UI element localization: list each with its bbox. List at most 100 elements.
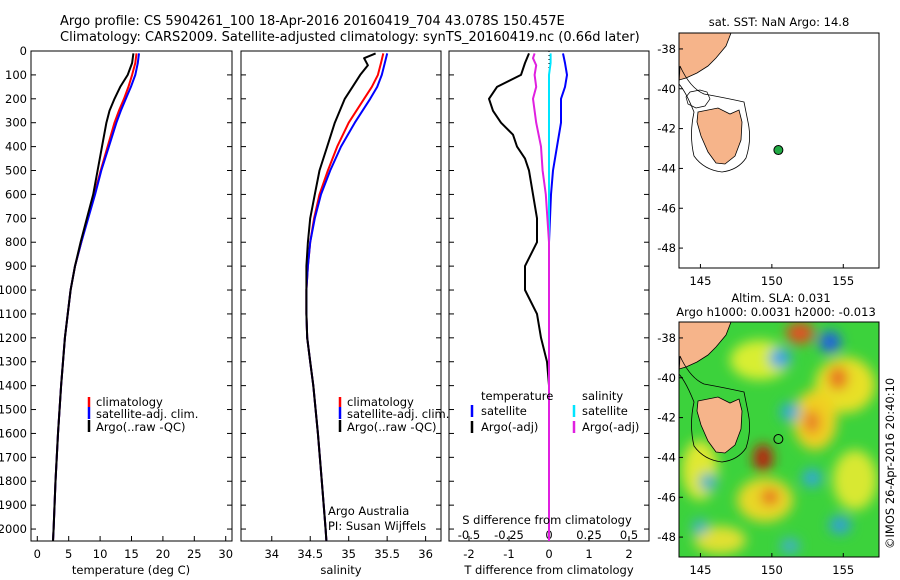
salinity-legend: climatology satellite-adj. clim. Argo(..…: [338, 395, 449, 434]
pi-label: PI: Susan Wijffels: [328, 519, 426, 533]
xtick-label: 34.5: [297, 547, 323, 561]
temperature-legend: climatology satellite-adj. clim. Argo(..…: [87, 395, 198, 434]
lat-tick-label: -40: [657, 371, 676, 385]
legend-satellite-label: satellite-adj. clim.: [96, 407, 198, 421]
lat-tick-label: -46: [657, 490, 676, 504]
isobath-contour: [679, 355, 750, 463]
depth-tick-label: 1100: [0, 307, 27, 321]
legend-satellite-label: satellite-adj. clim.: [347, 407, 449, 421]
legend-salinity-header: salinity: [582, 389, 623, 403]
difference-ytick-marks: [449, 50, 649, 530]
lon-tick-label: 145: [689, 274, 711, 288]
figure-title-line1: Argo profile: CS 5904261_100 18-Apr-2016…: [60, 14, 565, 29]
sla-map: Altim. SLA: 0.031 Argo h1000: 0.0031 h20…: [657, 291, 880, 577]
legend-argo-label: Argo(..raw -QC): [96, 420, 186, 434]
lon-tick-label: 155: [832, 563, 854, 577]
lat-tick-label: -48: [657, 241, 676, 255]
sla-map-content: [679, 322, 879, 557]
depth-tick-label: 900: [5, 259, 27, 273]
xtick-label: 35.5: [374, 547, 400, 561]
depth-tick-label: 1400: [0, 379, 27, 393]
lat-tick-label: -38: [657, 331, 676, 345]
lon-tick-label: 145: [689, 563, 711, 577]
xtick-label: 35: [341, 547, 356, 561]
legend-t-satellite-label: satellite: [481, 404, 527, 418]
depth-tick-label: 1200: [0, 331, 27, 345]
salinity-xticks: 34 34.5 35 35.5 36: [264, 536, 433, 561]
depth-tick-label: 1000: [0, 283, 27, 297]
series-line: [548, 53, 552, 541]
salinity-xlabel: salinity: [320, 563, 361, 577]
sst-map: sat. SST: NaN Argo: 14.8 145 150 155 -38 -40…: [657, 15, 880, 288]
lat-tick-label: -48: [657, 530, 676, 544]
lat-tick-label: -44: [657, 450, 676, 464]
legend-s-satellite-label: satellite: [582, 404, 628, 418]
xtick-label: -2: [463, 547, 474, 561]
salinity-panel: 34 34.5 35 35.5 36 salinity climatology sate…: [240, 50, 449, 577]
temperature-xticks: 0 5 10 15 20 25 30: [34, 536, 233, 561]
xtick-label: 5: [65, 547, 72, 561]
lat-tick-label: -44: [657, 161, 676, 175]
depth-tick-label: 0: [20, 44, 27, 58]
legend-t-argo-label: Argo(-adj): [481, 420, 538, 434]
sla-map-frame: [678, 321, 880, 558]
depth-tick-label: 1500: [0, 403, 27, 417]
sla-anomaly-field: [682, 322, 877, 554]
temperature-lines: [52, 53, 140, 541]
lat-tick-label: -42: [657, 411, 676, 425]
sst-map-frame: [678, 32, 880, 269]
series-line: [52, 53, 138, 541]
depth-yticks: 0 100 200 300 400 500 600 700 800 900 1000 1100 1200…: [0, 44, 232, 536]
series-line: [532, 53, 550, 541]
sst-map-content: [679, 33, 750, 173]
xtick-label: 34: [264, 547, 279, 561]
figure-title-line2: Climatology: CARS2009. Satellite-adjuste…: [60, 30, 640, 45]
difference-legend: temperature salinity satellite Argo(-adj…: [470, 389, 639, 434]
depth-tick-label: 1900: [0, 498, 27, 512]
depth-tick-label: 1800: [0, 474, 27, 488]
depth-tick-label: 1700: [0, 450, 27, 464]
legend-temperature-header: temperature: [481, 389, 553, 403]
salinity-axes-frame: [240, 50, 442, 542]
difference-lines: [488, 53, 568, 541]
tasmania-land: [696, 396, 743, 454]
xtick-label: 0: [34, 547, 41, 561]
depth-tick-label: 300: [5, 116, 27, 130]
sla-map-title-line1: Altim. SLA: 0.031: [731, 291, 830, 305]
xtick-label: -1: [503, 547, 514, 561]
depth-tick-label: 500: [5, 164, 27, 178]
series-line: [548, 53, 568, 541]
difference-panel: -2 -1 0 1 2-0.5 -0.25 0 0.25 0.5 S difference fr…: [448, 50, 650, 577]
series-line: [52, 53, 135, 541]
xtick-label: 15: [124, 547, 139, 561]
t-difference-xlabel: T difference from climatology: [463, 563, 634, 577]
imos-credit: ©IMOS 26-Apr-2016 20:40:10: [883, 378, 897, 549]
depth-tick-label: 600: [5, 187, 27, 201]
difference-xticks: -2 -1 0 1 2-0.5 -0.25 0 0.25 0.5: [458, 528, 638, 561]
xtick-label: 10: [93, 547, 108, 561]
legend-s-argo-label: Argo(-adj): [582, 420, 639, 434]
lat-tick-label: -42: [657, 122, 676, 136]
mainland-land: [679, 33, 732, 81]
xtick-label: 2: [625, 547, 632, 561]
institution-label: Argo Australia: [328, 504, 409, 518]
lat-tick-label: -38: [657, 42, 676, 56]
depth-tick-label: 1300: [0, 355, 27, 369]
depth-tick-label: 400: [5, 140, 27, 154]
salinity-lines: [305, 52, 389, 541]
legend-climatology-label: climatology: [96, 395, 163, 409]
xtick-label: 1: [585, 547, 592, 561]
series-line: [488, 53, 550, 541]
sst-map-title: sat. SST: NaN Argo: 14.8: [709, 15, 850, 29]
isobath-contour: [679, 65, 750, 173]
depth-tick-label: 800: [5, 235, 27, 249]
temperature-panel: 0 5 10 15 20 25 30 0 100 200 300 400 500 600 700 800 90…: [0, 44, 233, 577]
depth-tick-label: 100: [5, 68, 27, 82]
xtick-top-label: 0.5: [620, 528, 638, 542]
mainland-land: [679, 322, 732, 370]
sst-map-ticks: 145 150 155 -38 -40 -42 -44 -46 -48: [657, 42, 854, 288]
xtick-top-label: -0.5: [458, 528, 480, 542]
lon-tick-label: 150: [761, 563, 783, 577]
float-position-marker: [773, 145, 784, 156]
